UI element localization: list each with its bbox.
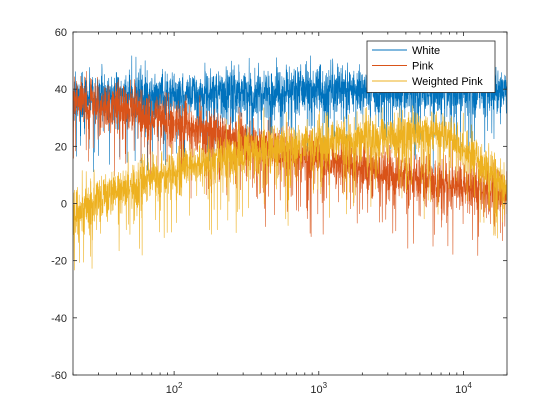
y-tick-label: 20 [55, 141, 67, 153]
y-tick-label: 0 [61, 199, 67, 211]
legend-label-pink: Pink [412, 61, 434, 73]
x-tick-label-exponent: 3 [323, 381, 328, 390]
y-tick-label: 40 [55, 84, 67, 96]
x-tick-label: 104 [455, 381, 472, 396]
y-axis: 60 40 20 0 -20 -40 -60 [51, 27, 507, 382]
y-tick-label: -20 [51, 256, 67, 268]
x-tick-label-base: 10 [166, 384, 178, 396]
legend-label-weighted: Weighted Pink [412, 76, 483, 88]
legend: White Pink Weighted Pink [366, 40, 496, 93]
y-tick-label: 60 [55, 27, 67, 39]
x-tick-label-exponent: 2 [178, 381, 183, 390]
x-tick-label-base: 10 [310, 384, 322, 396]
series-line-weighted [73, 105, 507, 271]
x-tick-label-exponent: 4 [467, 381, 472, 390]
x-axis: 102 103 104 [72, 32, 508, 396]
x-tick-label: 102 [166, 381, 183, 396]
legend-label-white: White [412, 45, 440, 57]
x-tick-label: 103 [310, 381, 327, 396]
y-tick-label: -40 [51, 313, 67, 325]
x-tick-label-base: 10 [455, 384, 467, 396]
y-tick-label: -60 [51, 370, 67, 382]
